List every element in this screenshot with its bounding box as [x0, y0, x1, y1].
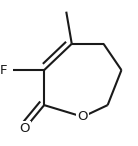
Text: O: O: [78, 110, 88, 123]
Text: F: F: [0, 64, 7, 77]
Text: O: O: [20, 122, 30, 135]
